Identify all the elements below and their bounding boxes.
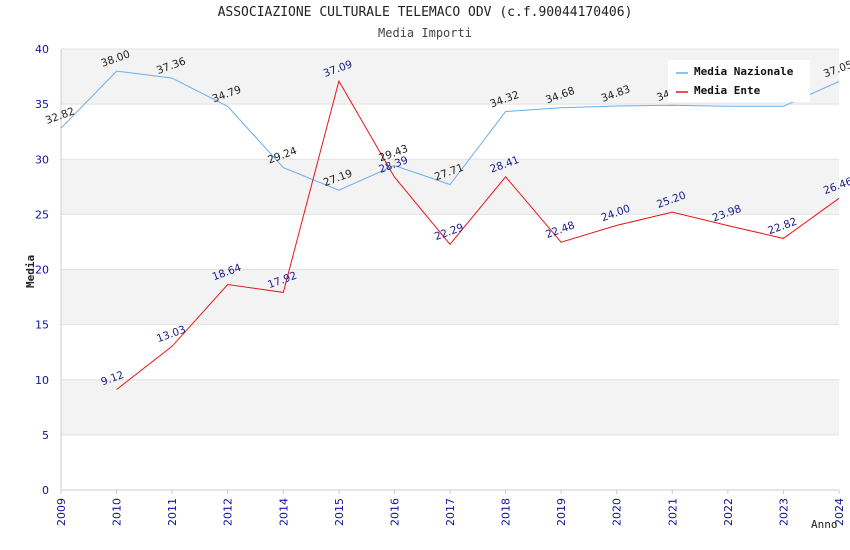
x-tick-label: 2021 bbox=[666, 498, 679, 526]
x-tick-labels: 2009 2010 2011 2012 2014 2015 2016 2017 2018 2019… bbox=[55, 490, 846, 526]
x-tick-label: 2017 bbox=[444, 498, 457, 526]
grid-band bbox=[61, 159, 839, 215]
grid-bands bbox=[61, 48, 839, 491]
chart-subtitle: Media Importi bbox=[378, 26, 472, 40]
x-tick-label: 2015 bbox=[333, 498, 346, 526]
y-tick-label: 40 bbox=[35, 43, 49, 56]
grid-band bbox=[61, 214, 839, 270]
y-axis-label: Media bbox=[24, 255, 37, 288]
y-tick-label: 20 bbox=[35, 264, 49, 277]
x-tick-label: 2014 bbox=[277, 498, 290, 526]
y-tick-label: 10 bbox=[35, 374, 49, 387]
y-tick-label: 25 bbox=[35, 208, 49, 221]
y-tick-label: 30 bbox=[35, 153, 49, 166]
x-tick-label: 2010 bbox=[111, 498, 124, 526]
legend-label-nazionale: Media Nazionale bbox=[694, 65, 794, 78]
x-tick-label: 2018 bbox=[500, 498, 513, 526]
legend-box bbox=[668, 60, 810, 102]
x-tick-label: 2020 bbox=[611, 498, 624, 526]
chart-title: ASSOCIAZIONE CULTURALE TELEMACO ODV (c.f… bbox=[217, 5, 633, 20]
grid-band bbox=[61, 434, 839, 490]
y-tick-label: 35 bbox=[35, 98, 49, 111]
x-tick-label: 2016 bbox=[388, 498, 401, 526]
y-tick-label: 5 bbox=[42, 429, 49, 442]
x-tick-label: 2009 bbox=[55, 498, 68, 526]
x-tick-label: 2022 bbox=[722, 498, 735, 526]
y-tick-labels: 0 5 10 15 20 25 30 35 40 bbox=[35, 43, 49, 497]
x-tick-label: 2019 bbox=[555, 498, 568, 526]
grid-band bbox=[61, 324, 839, 380]
grid-band bbox=[61, 269, 839, 325]
grid-band bbox=[61, 104, 839, 160]
x-tick-label: 2012 bbox=[222, 498, 235, 526]
legend: Media Nazionale Media Ente bbox=[668, 60, 810, 102]
x-axis-label: Anno bbox=[811, 518, 838, 531]
x-tick-label: 2024 bbox=[833, 498, 846, 526]
series-line-1 bbox=[116, 79, 840, 390]
x-tick-label: 2023 bbox=[777, 498, 790, 526]
y-tick-label: 15 bbox=[35, 319, 49, 332]
legend-label-ente: Media Ente bbox=[694, 84, 761, 97]
series-line-0 bbox=[60, 70, 840, 191]
grid-band bbox=[61, 379, 839, 435]
x-tick-label: 2011 bbox=[166, 498, 179, 526]
y-tick-label: 0 bbox=[42, 484, 49, 497]
series-lines bbox=[60, 70, 840, 390]
